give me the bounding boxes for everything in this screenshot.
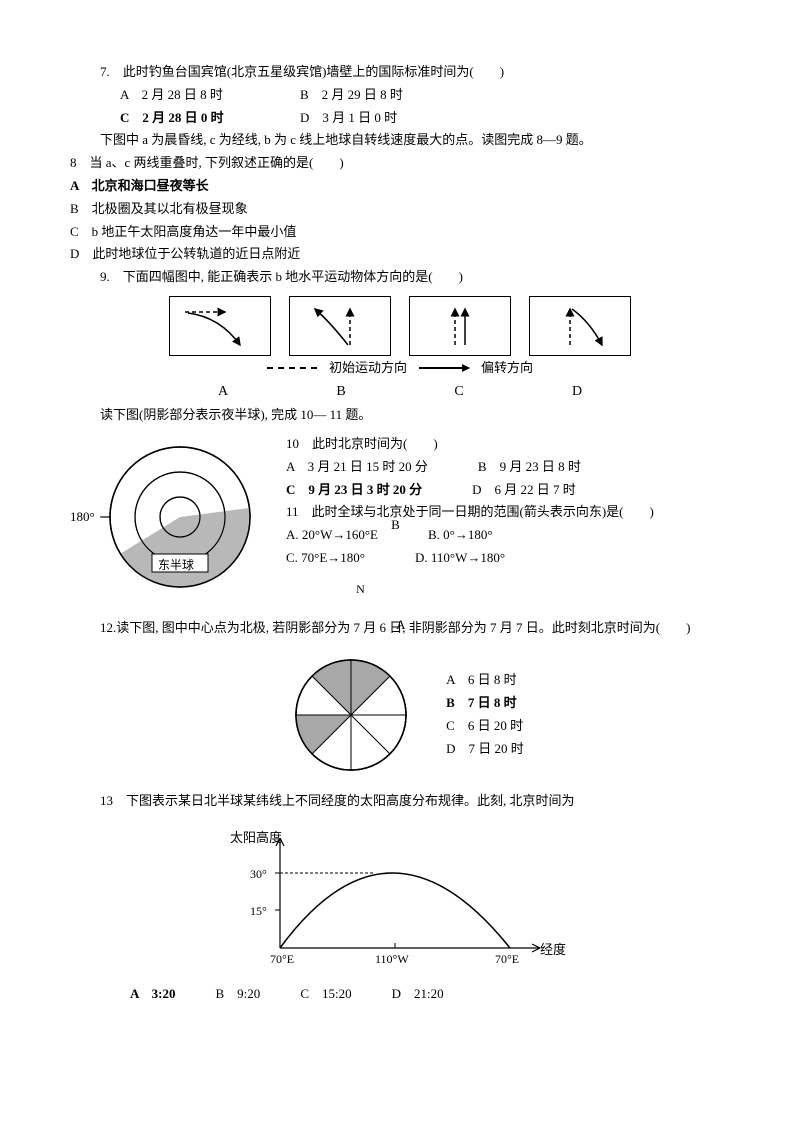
q9-legend: 初始运动方向 偏转方向 (70, 358, 730, 379)
q8-text: 8 当 a、c 两线重叠时, 下列叙述正确的是( ) (70, 153, 730, 174)
q9-box-D (529, 296, 631, 356)
q7-optC: C 2 月 28 日 0 时 (120, 108, 260, 129)
q13-ylabel: 太阳高度 (230, 828, 282, 849)
q1011-text: 10 此时北京时间为( ) A 3 月 21 日 15 时 20 分 B 9 月… (286, 432, 730, 571)
q7-opts-row2: C 2 月 28 日 0 时 D 3 月 1 日 0 时 (70, 108, 730, 129)
q13-y15: 15° (250, 902, 267, 921)
intro8: 下图中 a 为晨昏线, c 为经线, b 为 c 线上地球自转线速度最大的点。读… (70, 130, 730, 151)
q11-optD: D. 110°W→180° (415, 548, 505, 569)
q7-optA: A 2 月 28 日 8 时 (120, 85, 260, 106)
q13-optD: D 21:20 (392, 984, 444, 1005)
q13-x2: 110°W (375, 950, 409, 969)
q10-text: 10 此时北京时间为( ) (286, 434, 730, 455)
circle-diagram: 180° 东半球 (70, 432, 270, 612)
section-12: A B N A 6 日 8 时 B 7 日 8 时 C 6 日 20 时 D 7… (70, 645, 730, 785)
intro10: 读下图(阴影部分表示夜半球), 完成 10— 11 题。 (70, 405, 730, 426)
q11-optB: B. 0°→180° (428, 525, 493, 546)
q12-labA: A (396, 615, 405, 636)
q13-opts: A 3:20 B 9:20 C 15:20 D 21:20 (70, 984, 730, 1005)
q13-x1: 70°E (270, 950, 294, 969)
q13-xlabel: 经度 (540, 940, 566, 961)
q10-optB: B 9 月 23 日 8 时 (478, 457, 581, 478)
q8-optC: C b 地正午太阳高度角达一年中最小值 (70, 222, 730, 243)
q13-optB: B 9:20 (216, 984, 261, 1005)
q12-optD: D 7 日 20 时 (446, 739, 524, 760)
q8-optD: D 此时地球位于公转轨道的近日点附近 (70, 244, 730, 265)
q13-optC: C 15:20 (300, 984, 351, 1005)
q7-opts-row1: A 2 月 28 日 8 时 B 2 月 29 日 8 时 (70, 85, 730, 106)
section-1011: 180° 东半球 10 此时北京时间为( ) A 3 月 21 日 15 时 2… (70, 432, 730, 612)
q9-labC: C (409, 381, 509, 403)
q9-legend1: 初始运动方向 (329, 358, 407, 379)
q10-optD: D 6 月 22 日 7 时 (472, 480, 576, 501)
q13-chart: 太阳高度 30° 15° 70°E 110°W 70°E 经度 (220, 818, 580, 978)
q9-labD: D (527, 381, 627, 403)
q9-box-B (289, 296, 391, 356)
q9-figure-row (70, 296, 730, 356)
q9-text: 9. 下面四幅图中, 能正确表示 b 地水平运动物体方向的是( ) (70, 267, 730, 288)
q11-optA: A. 20°W→160°E (286, 525, 378, 546)
q7-optB: B 2 月 29 日 8 时 (300, 85, 440, 106)
q9-labB: B (291, 381, 391, 403)
q9-legend2: 偏转方向 (481, 358, 533, 379)
q12-labN: N (356, 580, 365, 599)
q10-optA: A 3 月 21 日 15 时 20 分 (286, 457, 428, 478)
q11-optC: C. 70°E→180° (286, 548, 365, 569)
q9-labels: A B C D (70, 381, 730, 403)
dash-line-icon (267, 367, 317, 369)
q9-box-A (169, 296, 271, 356)
q12-optA: A 6 日 8 时 (446, 670, 524, 691)
q9-labA: A (173, 381, 273, 403)
pie-diagram: A B N (276, 645, 426, 785)
solid-arrow-icon (419, 367, 469, 369)
q7-text: 7. 此时钓鱼台国宾馆(北京五星级宾馆)墙壁上的国际标准时间为( ) (70, 62, 730, 83)
q13-optA: A 3:20 (130, 984, 176, 1005)
q12-labB: B (391, 515, 400, 536)
q11-text: 11 此时全球与北京处于同一日期的范围(箭头表示向东)是( ) (286, 502, 730, 523)
q7-optD: D 3 月 1 日 0 时 (300, 108, 440, 129)
q13-text: 13 下图表示某日北半球某纬线上不同经度的太阳高度分布规律。此刻, 北京时间为 (70, 791, 730, 812)
q12-optB: B 7 日 8 时 (446, 693, 524, 714)
q8-optB: B 北极圈及其以北有极昼现象 (70, 199, 730, 220)
q13-x3: 70°E (495, 950, 519, 969)
q12-optC: C 6 日 20 时 (446, 716, 524, 737)
q12-opts: A 6 日 8 时 B 7 日 8 时 C 6 日 20 时 D 7 日 20 … (446, 668, 524, 761)
q13-y30: 30° (250, 865, 267, 884)
q9-box-C (409, 296, 511, 356)
q8-optA: A 北京和海口昼夜等长 (70, 176, 730, 197)
q10-optC: C 9 月 23 日 3 时 20 分 (286, 480, 422, 501)
